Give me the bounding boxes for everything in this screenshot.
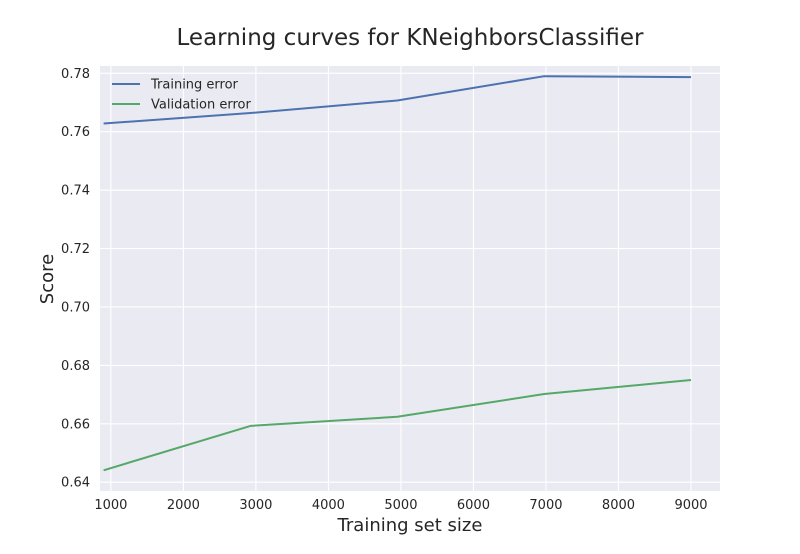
x-tick-label: 5000 — [384, 498, 417, 513]
legend: Training error Validation error — [112, 78, 251, 113]
grid-lines — [100, 66, 720, 491]
y-axis-label: Score — [37, 254, 58, 304]
y-tick-label: 0.76 — [61, 125, 90, 140]
x-tick-label: 7000 — [529, 498, 562, 513]
plot-area — [100, 66, 720, 491]
series-line-1 — [103, 75, 692, 125]
x-tick-label: 1000 — [94, 498, 127, 513]
y-tick-label: 0.66 — [61, 417, 90, 432]
y-tick-label: 0.74 — [61, 184, 90, 199]
chart-title: Learning curves for KNeighborsClassifier — [177, 25, 644, 51]
legend-label: Training error — [150, 78, 239, 93]
y-tick-labels: 0.64 0.66 0.68 0.70 0.72 0.74 0.76 0.78 — [61, 67, 90, 491]
y-tick-label: 0.70 — [61, 300, 90, 315]
x-tick-label: 8000 — [602, 498, 635, 513]
y-tick-label: 0.68 — [61, 359, 90, 374]
x-axis-label: Training set size — [337, 515, 483, 536]
x-tick-label: 6000 — [457, 498, 490, 513]
y-tick-label: 0.64 — [61, 476, 90, 491]
y-tick-label: 0.78 — [61, 67, 90, 82]
y-tick-label: 0.72 — [61, 242, 90, 257]
series-line-2 — [103, 379, 692, 472]
series-lines — [103, 75, 692, 472]
x-tick-label: 4000 — [312, 498, 345, 513]
legend-label: Validation error — [151, 98, 251, 113]
x-tick-label: 3000 — [239, 498, 272, 513]
x-tick-label: 2000 — [167, 498, 200, 513]
x-tick-label: 9000 — [674, 498, 707, 513]
x-tick-labels: 1000 2000 3000 4000 5000 6000 7000 8000 9000 — [94, 498, 707, 513]
